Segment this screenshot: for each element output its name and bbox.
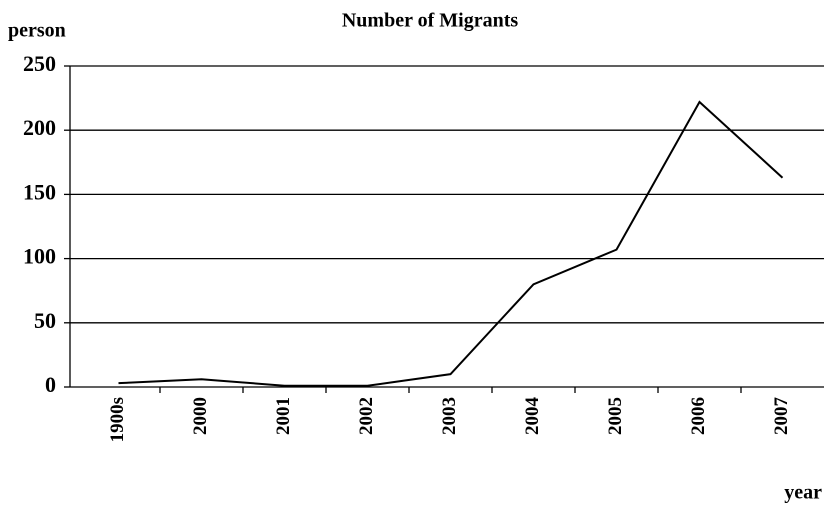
y-tick-label: 0: [45, 372, 56, 397]
y-tick-label: 200: [23, 115, 56, 140]
y-tick-label: 50: [34, 308, 56, 333]
data-line: [118, 100, 784, 387]
x-tick-label: 1900s: [107, 397, 128, 442]
y-axis-label: person: [8, 20, 66, 42]
x-tick-label: 2004: [522, 397, 543, 436]
x-tick-label: 2007: [771, 397, 792, 436]
x-tick-label: 2000: [190, 397, 211, 435]
x-tick-label: 2006: [688, 397, 709, 435]
y-tick-label: 150: [23, 179, 56, 204]
y-tick-label: 250: [23, 51, 56, 76]
x-tick-label: 2002: [356, 397, 377, 435]
x-tick-label: 2005: [605, 397, 626, 435]
y-tick-label: 100: [23, 244, 56, 269]
x-axis-label: year: [784, 482, 822, 504]
x-tick-label: 2001: [273, 397, 294, 435]
x-tick-label: 2003: [439, 397, 460, 435]
chart-title: Number of Migrants: [342, 10, 518, 32]
